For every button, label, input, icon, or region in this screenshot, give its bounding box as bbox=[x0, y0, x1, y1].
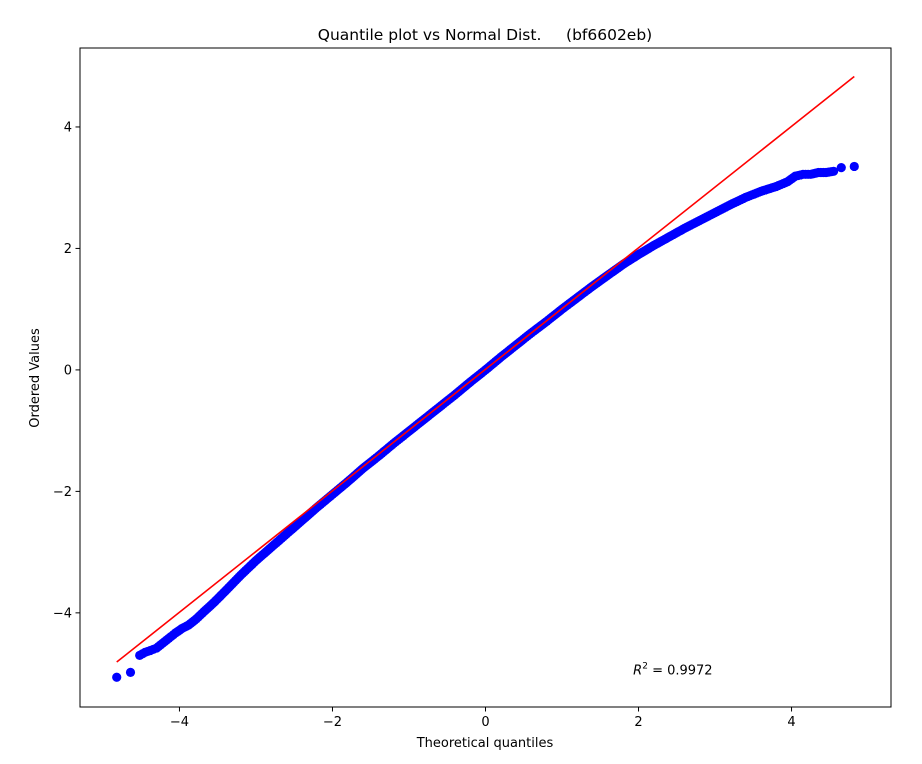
data-point bbox=[125, 667, 136, 677]
data-point bbox=[725, 200, 735, 210]
data-point bbox=[199, 607, 209, 617]
fit-line bbox=[116, 75, 855, 663]
data-point bbox=[236, 570, 246, 580]
y-axis: −4 −2 0 2 4 bbox=[53, 120, 80, 621]
r-squared-annotation: R2 = 0.9972 bbox=[633, 661, 712, 678]
x-tick-label: −4 bbox=[170, 715, 189, 730]
data-point bbox=[813, 167, 823, 178]
data-point bbox=[281, 529, 292, 539]
x-axis-label: Theoretical quantiles bbox=[416, 736, 554, 751]
x-tick-label: −2 bbox=[323, 715, 342, 730]
data-point bbox=[756, 186, 766, 196]
data-point bbox=[633, 249, 644, 260]
data-point bbox=[603, 270, 613, 280]
annotation-superscript: 2 bbox=[642, 661, 648, 671]
data-point bbox=[790, 171, 800, 181]
y-tick-label: −4 bbox=[53, 606, 72, 621]
data-point bbox=[266, 542, 276, 552]
data-point bbox=[771, 181, 781, 192]
data-point bbox=[164, 633, 174, 643]
data-point bbox=[710, 208, 720, 218]
data-point bbox=[358, 463, 368, 473]
data-point bbox=[679, 223, 690, 233]
x-axis: −4 −2 0 2 4 bbox=[170, 707, 796, 730]
data-point bbox=[343, 477, 353, 487]
data-point bbox=[177, 624, 187, 634]
data-point bbox=[695, 215, 705, 226]
x-tick-label: 0 bbox=[481, 715, 489, 730]
data-point bbox=[821, 167, 831, 178]
data-point bbox=[829, 166, 839, 176]
data-point bbox=[798, 169, 808, 179]
plot-area bbox=[112, 75, 859, 682]
data-point bbox=[783, 177, 793, 187]
data-point bbox=[373, 451, 383, 461]
data-point bbox=[649, 240, 659, 250]
data-point bbox=[664, 232, 674, 242]
data-point bbox=[741, 192, 751, 203]
data-point bbox=[251, 556, 261, 566]
data-point bbox=[312, 502, 322, 512]
data-point bbox=[806, 169, 816, 179]
data-point bbox=[618, 259, 628, 269]
y-tick-label: −2 bbox=[53, 485, 72, 500]
y-tick-label: 2 bbox=[64, 242, 72, 257]
x-tick-label: 4 bbox=[787, 715, 795, 730]
data-point bbox=[191, 614, 201, 624]
y-tick-label: 4 bbox=[64, 120, 72, 135]
data-point bbox=[297, 515, 307, 526]
chart-title: Quantile plot vs Normal Dist. (bf6602eb) bbox=[318, 26, 652, 44]
data-point bbox=[849, 161, 859, 172]
annotation-symbol: R bbox=[633, 663, 642, 678]
data-point bbox=[184, 620, 194, 630]
y-axis-label: Ordered Values bbox=[28, 328, 43, 428]
annotation-value: = 0.9972 bbox=[648, 663, 713, 678]
data-point bbox=[220, 586, 230, 596]
y-tick-label: 0 bbox=[64, 363, 72, 378]
data-point bbox=[836, 163, 846, 173]
data-point bbox=[112, 672, 122, 682]
data-point bbox=[588, 281, 598, 291]
data-point bbox=[209, 597, 219, 608]
x-tick-label: 2 bbox=[634, 715, 642, 730]
